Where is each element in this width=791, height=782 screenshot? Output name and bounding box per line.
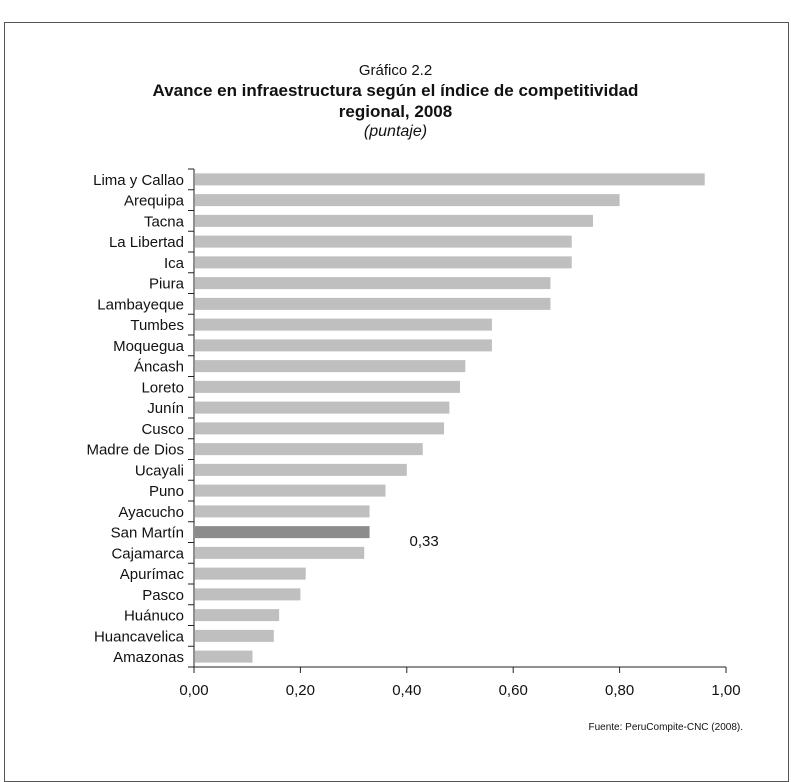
category-label: Ica [164, 255, 185, 272]
category-label: Cusco [141, 421, 184, 438]
bar [195, 297, 551, 310]
category-label: Áncash [134, 359, 184, 376]
category-label: Tacna [144, 213, 185, 230]
bar [195, 401, 450, 414]
bar [195, 650, 253, 663]
bar [195, 546, 365, 559]
chart-title-line2: regional, 2008 [338, 102, 453, 121]
chart-number: Gráfico 2.2 [358, 62, 433, 79]
bar [195, 588, 301, 601]
bar [195, 173, 705, 186]
category-label: Junín [147, 400, 184, 417]
bar [195, 505, 370, 518]
category-label: Arequipa [124, 193, 185, 210]
bar [195, 214, 593, 227]
category-label: Ayacucho [118, 504, 184, 521]
category-label: Moquegua [113, 338, 185, 355]
category-label: Apurímac [120, 566, 185, 583]
category-label: Lambayeque [97, 296, 184, 313]
category-label: Cajamarca [111, 545, 184, 562]
category-label: Huancavelica [94, 628, 185, 645]
category-label: Lima y Callao [93, 172, 184, 189]
x-tick-label: 0,40 [392, 682, 421, 699]
bar [195, 277, 551, 290]
x-tick-label: 0,80 [605, 682, 634, 699]
x-tick-label: 0,60 [499, 682, 528, 699]
category-label: Puno [149, 483, 184, 500]
source-note: Fuente: PeruCompite-CNC (2008). [588, 722, 743, 733]
data-label: 0,33 [410, 533, 439, 550]
category-label: Amazonas [113, 649, 184, 666]
bar [195, 629, 274, 642]
x-tick-label: 0,00 [179, 682, 208, 699]
chart-title-line1: Avance en infraestructura según el índic… [152, 81, 639, 100]
bar [195, 484, 386, 497]
category-label: San Martín [111, 525, 184, 542]
bar [195, 194, 620, 207]
bar [195, 235, 572, 248]
category-label: Ucayali [135, 462, 184, 479]
bar [195, 443, 423, 456]
category-label: Huánuco [124, 608, 184, 625]
bar [195, 422, 445, 435]
bar [195, 609, 280, 622]
category-label: Pasco [142, 587, 184, 604]
category-label: Piura [149, 276, 185, 293]
category-label: Tumbes [130, 317, 184, 334]
x-tick-label: 1,00 [711, 682, 740, 699]
chart-titles: Gráfico 2.2 Avance en infraestructura se… [0, 62, 791, 142]
bar [195, 567, 306, 580]
category-label: Loreto [141, 379, 184, 396]
bar [195, 463, 407, 476]
category-label: Madre de Dios [86, 442, 184, 459]
bar [195, 526, 370, 539]
bar [195, 339, 492, 352]
x-tick-label: 0,20 [286, 682, 315, 699]
chart-subtitle: (puntaje) [363, 123, 428, 140]
bar [195, 360, 466, 373]
bar [195, 318, 492, 331]
bar [195, 380, 460, 393]
bar [195, 256, 572, 269]
category-label: La Libertad [109, 234, 184, 251]
